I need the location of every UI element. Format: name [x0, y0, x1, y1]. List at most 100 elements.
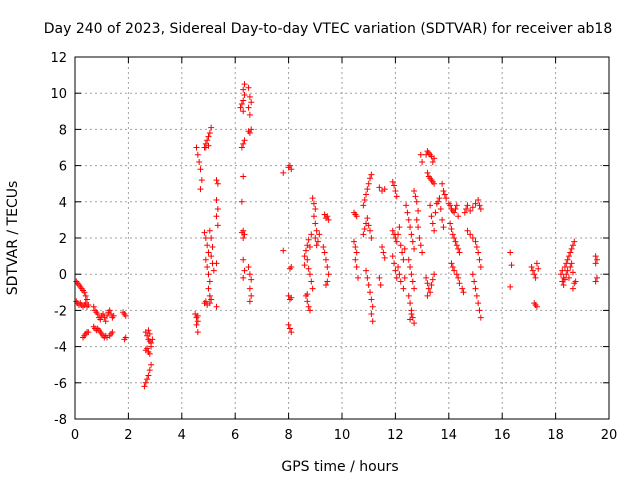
data-point	[440, 224, 447, 231]
data-point	[475, 300, 482, 307]
data-point	[449, 263, 456, 270]
data-point	[407, 300, 414, 307]
data-point	[407, 224, 414, 231]
data-point	[407, 316, 414, 323]
data-point	[308, 278, 315, 285]
data-point	[213, 260, 220, 267]
data-point	[389, 178, 396, 185]
data-point	[405, 292, 412, 299]
data-points	[73, 81, 600, 390]
x-tick-label: 8	[284, 428, 292, 443]
data-point	[593, 256, 600, 263]
data-point	[533, 303, 540, 310]
data-point	[565, 253, 572, 260]
grid-lines	[75, 57, 609, 419]
data-point	[240, 235, 247, 241]
y-tick-label: -2	[54, 304, 67, 319]
data-point	[572, 278, 579, 285]
data-point	[246, 93, 253, 100]
data-point	[452, 206, 459, 213]
data-point	[431, 227, 438, 234]
data-point	[360, 202, 367, 209]
data-point	[193, 144, 200, 151]
data-point	[324, 213, 331, 220]
data-point	[214, 206, 221, 213]
data-point	[423, 274, 430, 281]
data-point	[475, 249, 482, 256]
data-point	[368, 296, 375, 303]
data-point	[564, 267, 571, 274]
data-point	[197, 166, 204, 173]
data-point	[403, 202, 410, 209]
data-point	[561, 263, 568, 270]
data-point	[393, 274, 400, 281]
data-point	[213, 177, 220, 184]
data-point	[248, 292, 255, 299]
data-point	[395, 263, 402, 270]
data-point	[405, 216, 412, 223]
data-point	[149, 336, 156, 343]
data-point	[569, 242, 576, 249]
data-point	[567, 263, 574, 270]
data-point	[324, 263, 331, 270]
data-point	[393, 193, 400, 200]
data-point	[377, 282, 384, 289]
data-point	[352, 244, 359, 251]
data-point	[396, 224, 403, 231]
data-point	[379, 244, 386, 251]
data-point	[355, 274, 362, 281]
data-point	[469, 235, 476, 241]
data-point	[593, 274, 600, 281]
y-tick-label: -8	[54, 413, 67, 428]
data-point	[313, 227, 320, 234]
data-point	[417, 151, 424, 158]
data-point	[304, 291, 311, 298]
y-tick-label: 10	[50, 87, 67, 102]
data-point	[389, 253, 396, 260]
data-point	[146, 367, 153, 374]
data-point	[424, 169, 431, 176]
data-point	[286, 162, 293, 169]
data-point	[240, 274, 247, 281]
data-point	[144, 376, 151, 383]
data-point	[507, 283, 514, 290]
data-point	[146, 330, 153, 337]
x-tick-label: 10	[334, 428, 351, 443]
y-tick-label: -6	[54, 377, 67, 392]
data-point	[448, 225, 455, 232]
data-point	[592, 260, 599, 267]
data-point	[280, 169, 287, 176]
data-point	[206, 300, 213, 307]
data-point	[407, 263, 414, 270]
data-point	[97, 316, 104, 323]
data-point	[408, 311, 415, 318]
y-tick-label: 6	[59, 160, 67, 175]
data-point	[424, 292, 431, 299]
data-point	[85, 329, 92, 336]
data-point	[322, 256, 329, 263]
data-point	[477, 263, 484, 270]
data-point	[428, 282, 435, 289]
x-tick-label: 6	[231, 428, 239, 443]
data-point	[240, 256, 247, 263]
data-point	[477, 314, 484, 321]
data-point	[245, 104, 252, 111]
data-point	[288, 263, 295, 270]
data-point	[419, 249, 426, 256]
data-point	[84, 296, 91, 303]
data-point	[380, 249, 387, 256]
y-tick-label: 8	[59, 123, 67, 138]
data-point	[106, 307, 113, 314]
data-point	[447, 220, 454, 227]
data-point	[473, 292, 480, 299]
data-point	[209, 244, 216, 251]
x-tick-label: 4	[178, 428, 186, 443]
data-point	[148, 339, 155, 346]
data-point	[408, 231, 415, 238]
data-point	[449, 231, 456, 238]
data-point	[109, 329, 116, 336]
data-point	[411, 187, 418, 194]
data-point	[396, 271, 403, 278]
data-point	[208, 253, 215, 260]
data-point	[352, 256, 359, 263]
